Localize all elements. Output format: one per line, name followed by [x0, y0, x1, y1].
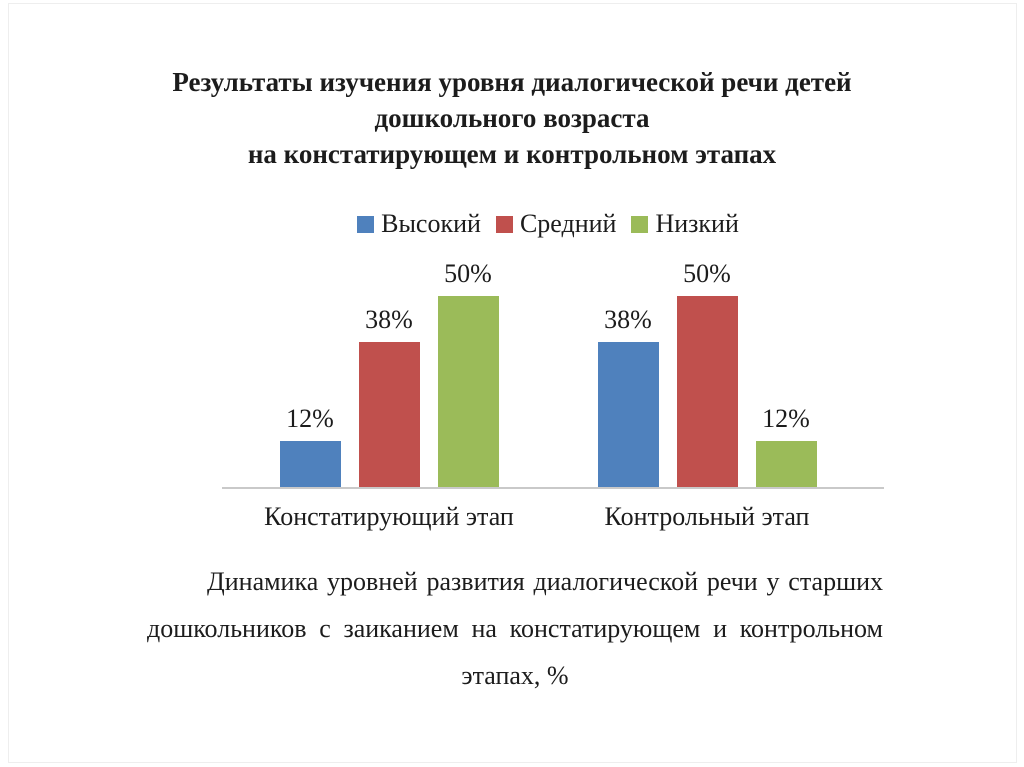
bar-item: 50% — [437, 259, 499, 487]
chart-title-line-2: дошкольного возраста — [374, 103, 650, 133]
bar — [676, 296, 738, 487]
bar — [437, 296, 499, 487]
bar-value-label: 50% — [683, 259, 731, 288]
legend-swatch — [357, 215, 375, 233]
bar — [755, 441, 817, 487]
bar — [279, 441, 341, 487]
legend-label: Низкий — [655, 209, 739, 238]
legend-item: Низкий — [631, 209, 739, 239]
bar-item: 12% — [279, 404, 341, 487]
bar-value-label: 12% — [762, 404, 810, 433]
bar-value-label: 12% — [286, 404, 334, 433]
legend-swatch — [631, 215, 649, 233]
bar-group: 12% 38% 50% — [279, 259, 499, 487]
bar-value-label: 38% — [365, 305, 413, 334]
bar-value-label: 50% — [444, 259, 492, 288]
legend-label: Средний — [519, 209, 617, 238]
bar-item: 38% — [597, 305, 659, 487]
x-axis-labels: Констатирующий этап Контрольный этап — [230, 502, 866, 532]
chart-title: Результаты изучения уровня диалогической… — [112, 64, 912, 172]
bar-value-label: 38% — [604, 305, 652, 334]
bar-item: 12% — [755, 404, 817, 487]
caption: Динамика уровней развития диалогической … — [147, 567, 883, 690]
x-axis-line — [222, 487, 884, 489]
bar — [597, 342, 659, 487]
x-axis-category-label: Контрольный этап — [604, 502, 810, 531]
legend-swatch — [495, 215, 513, 233]
legend-item: Высокий — [357, 209, 481, 239]
bar-group: 38% 50% 12% — [597, 259, 817, 487]
legend-label: Высокий — [381, 209, 481, 238]
chart-title-line-1: Результаты изучения уровня диалогической… — [172, 67, 852, 97]
legend-item: Средний — [495, 209, 617, 239]
bar-item: 38% — [358, 305, 420, 487]
chart-title-line-3: на констатирующем и контрольном этапах — [247, 139, 777, 169]
chart-plot-area: 12% 38% 50% 38% 50% 12% — [230, 250, 866, 487]
bar — [358, 342, 420, 487]
x-axis-category-label: Констатирующий этап — [264, 502, 514, 531]
bar-item: 50% — [676, 259, 738, 487]
chart-legend: Высокий Средний Низкий — [230, 209, 866, 239]
